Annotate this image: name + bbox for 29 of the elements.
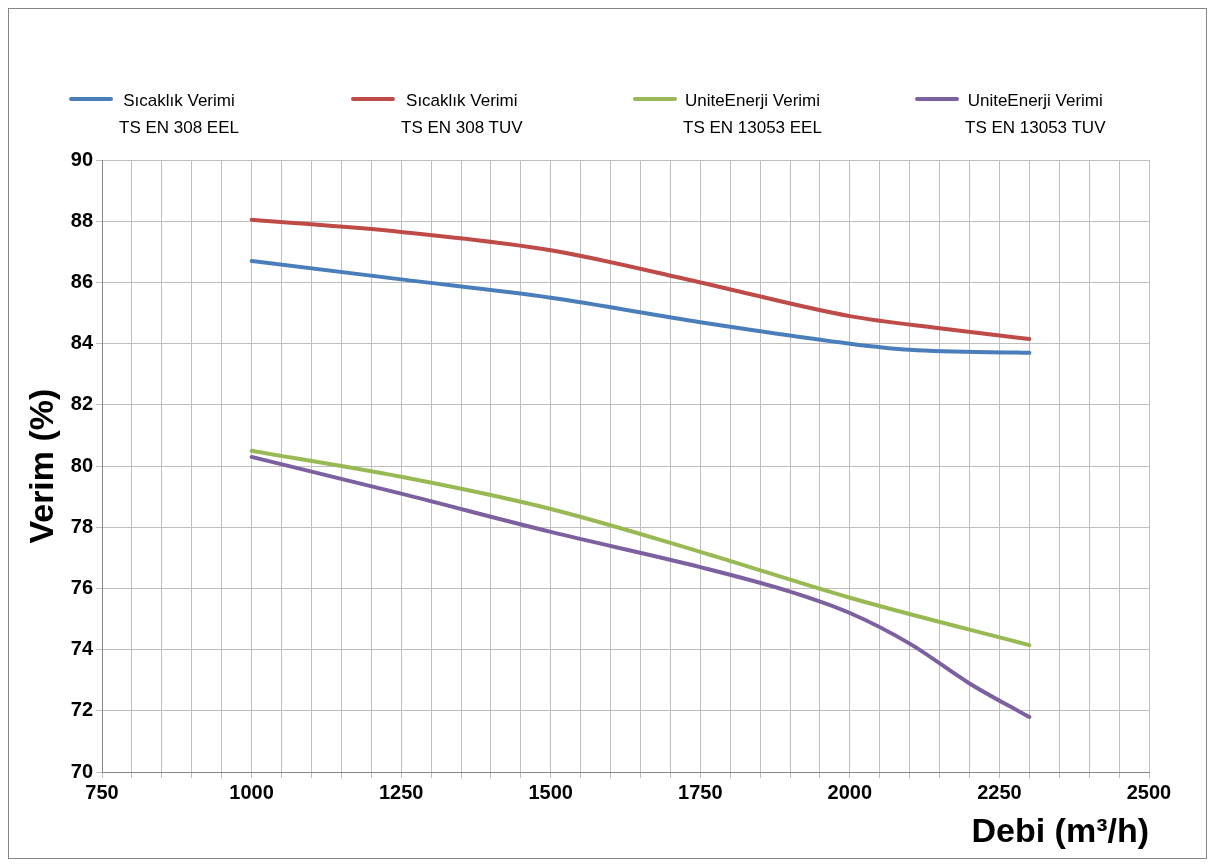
x-tick-label: 1250 bbox=[378, 780, 424, 803]
y-tick-label: 74 bbox=[70, 637, 94, 660]
y-tick-label: 72 bbox=[70, 698, 94, 721]
x-tick-label: 750 bbox=[85, 780, 119, 803]
y-tick-label: 80 bbox=[70, 453, 94, 476]
y-tick-label: 88 bbox=[70, 208, 94, 231]
legend-label: Sıcaklık Verimi TS EN 308 TUV bbox=[401, 90, 523, 139]
legend-label: UniteEnerji Verimi TS EN 13053 TUV bbox=[965, 90, 1106, 139]
legend-label: Sıcaklık Verimi TS EN 308 EEL bbox=[119, 90, 240, 139]
line-series bbox=[249, 217, 1032, 342]
legend-label: UniteEnerji Verimi TS EN 13053 EEL bbox=[683, 90, 822, 139]
y-tick-label: 76 bbox=[70, 576, 94, 599]
line-series bbox=[249, 454, 1032, 720]
line-series bbox=[249, 259, 1032, 355]
y-tick-label: 86 bbox=[70, 269, 94, 292]
y-tick-label: 84 bbox=[70, 331, 94, 354]
y-tick-label: 78 bbox=[70, 514, 94, 537]
y-tick-label: 70 bbox=[70, 759, 94, 782]
x-tick-label: 1750 bbox=[678, 780, 723, 803]
x-tick-label: 2000 bbox=[827, 780, 873, 803]
line-series bbox=[249, 448, 1032, 648]
x-tick-label: 1000 bbox=[229, 780, 274, 803]
y-tick-label: 82 bbox=[70, 392, 94, 415]
y-tick-label: 90 bbox=[70, 147, 94, 170]
y-axis-title: Verim (%) bbox=[21, 388, 60, 544]
x-axis-title: Debi (m³/h) bbox=[971, 810, 1149, 849]
x-tick-label: 2250 bbox=[977, 780, 1022, 803]
x-tick-label: 1500 bbox=[528, 780, 573, 803]
x-tick-label: 2500 bbox=[1126, 780, 1172, 803]
